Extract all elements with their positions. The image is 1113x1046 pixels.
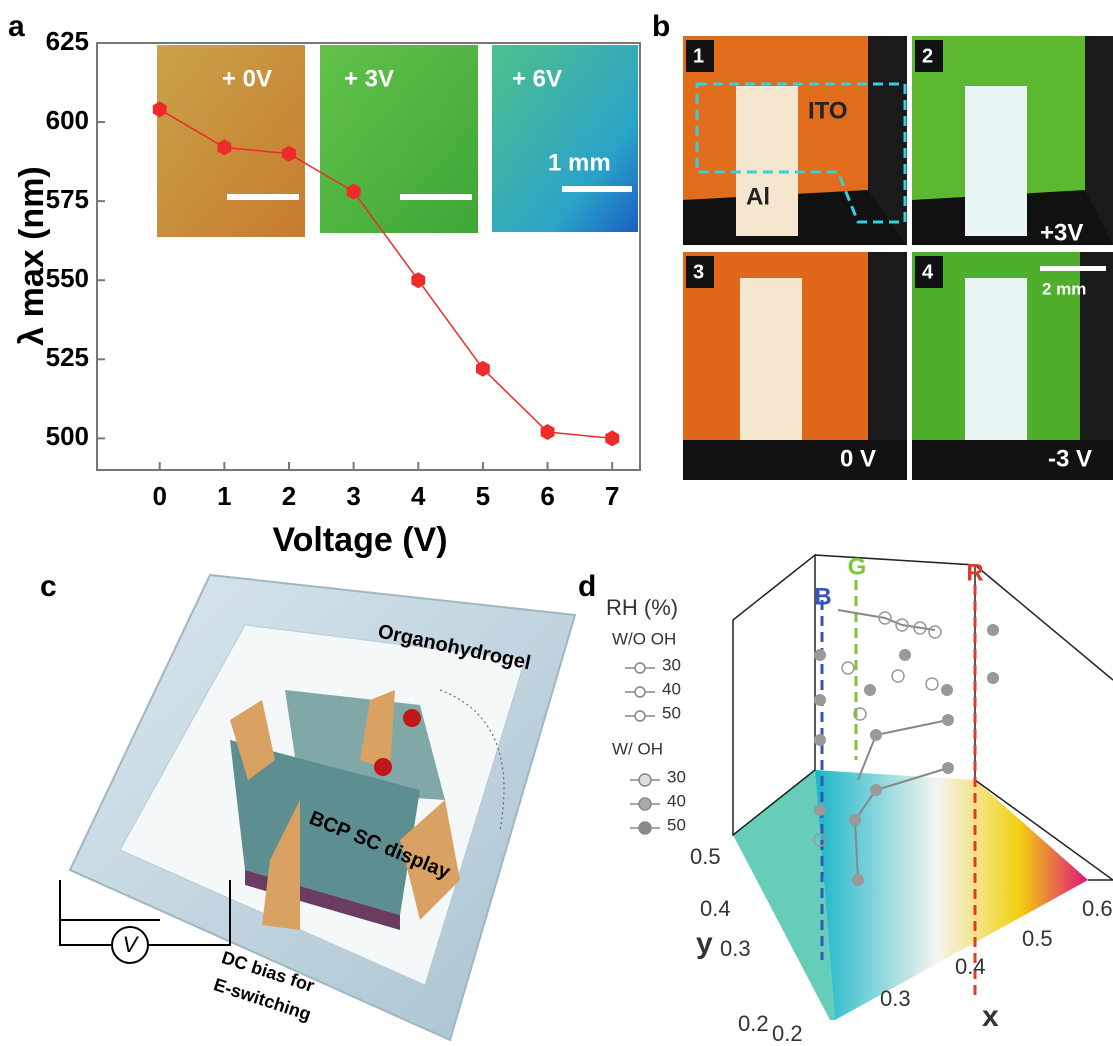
legend-group: W/ OH: [612, 739, 663, 758]
legend-item: 40: [662, 679, 681, 698]
y-tick-label: 500: [46, 421, 89, 451]
annotation: 1 mm: [548, 149, 611, 176]
voltmeter-label: V: [123, 932, 140, 957]
channel-label: G: [848, 553, 867, 580]
label: 0 V: [840, 445, 876, 472]
x-tick-label: 6: [540, 481, 554, 511]
scale-bar: [400, 194, 472, 200]
scale-bar: [562, 186, 632, 192]
ion: [403, 709, 421, 727]
x-tick-label: 3: [346, 481, 360, 511]
y-tick-label: 0.5: [690, 844, 721, 869]
scale-bar: [1040, 266, 1106, 271]
electrode: [965, 86, 1027, 236]
legend-item: 30: [667, 767, 686, 786]
panel-label: a: [8, 10, 25, 43]
y-tick-label: 575: [46, 184, 89, 214]
x-tick-label: 0.2: [772, 1021, 803, 1046]
legend-title: RH (%): [606, 595, 678, 620]
y-tick-label: 0.4: [700, 896, 731, 921]
x-tick-label: 0.5: [1022, 926, 1053, 951]
frame-number: 2: [922, 45, 933, 67]
x-tick-label: 4: [411, 481, 426, 511]
panel-c: V Organohydrogel BCP SC display DC bias …: [60, 575, 575, 1040]
y-tick-label: 625: [46, 26, 89, 56]
y-tick-label: 0.2: [738, 1011, 769, 1036]
x-tick-label: 2: [282, 481, 296, 511]
legend-group: W/O OH: [612, 629, 676, 648]
panel-label: d: [578, 570, 596, 603]
legend-item: 40: [667, 791, 686, 810]
x-tick-label: 5: [476, 481, 490, 511]
electrode: [740, 278, 802, 440]
panel-d: B G R RH (%) W/O OH 30 40 50 W/ OH 30 40…: [606, 553, 1113, 1045]
annotation: + 3V: [344, 65, 394, 92]
label: Al: [746, 183, 770, 210]
panel-label: b: [652, 10, 670, 43]
scale-bar: [227, 194, 299, 200]
frame-number: 3: [693, 261, 704, 283]
ion: [374, 758, 392, 776]
y-tick-label: 550: [46, 263, 89, 293]
figure: a b c d + 0V + 3V + 6V 1 mm 1 2 3 4 ITO …: [0, 0, 1113, 1046]
panel-b: 1 2 3 4 ITO Al +3V 2 mm 0 V -3 V: [683, 36, 1113, 480]
x-tick-label: 0.3: [880, 986, 911, 1011]
cie-plane: [815, 770, 1088, 1020]
x-tick-label: 0.6: [1082, 896, 1113, 921]
channel-label: B: [814, 583, 831, 610]
legend-item: 50: [662, 703, 681, 722]
frame-number: 1: [693, 45, 704, 67]
data-point: [605, 430, 619, 446]
axis-label: y: [696, 927, 713, 960]
label: ITO: [808, 97, 848, 124]
x-tick-label: 0.4: [955, 954, 986, 979]
electrode: [736, 86, 798, 236]
channel-label: R: [966, 559, 983, 586]
annotation: + 6V: [512, 65, 562, 92]
y-tick-label: 0.3: [720, 936, 751, 961]
x-tick-label: 1: [217, 481, 231, 511]
y-tick-label: 600: [46, 105, 89, 135]
legend-item: 30: [662, 655, 681, 674]
electrode: [965, 278, 1027, 440]
x-tick-label: 7: [605, 481, 619, 511]
panel-label: c: [40, 570, 57, 603]
annotation: + 0V: [222, 65, 272, 92]
x-tick-label: 0: [152, 481, 166, 511]
frame-number: 4: [922, 261, 934, 283]
axis-label: x: [982, 1000, 999, 1033]
label: 2 mm: [1042, 279, 1086, 298]
label: -3 V: [1048, 445, 1092, 472]
y-tick-label: 525: [46, 342, 89, 372]
legend-item: 50: [667, 815, 686, 834]
x-axis-label: Voltage (V): [272, 521, 447, 559]
inset-images: + 0V + 3V + 6V 1 mm: [157, 45, 638, 237]
label: +3V: [1040, 219, 1083, 246]
